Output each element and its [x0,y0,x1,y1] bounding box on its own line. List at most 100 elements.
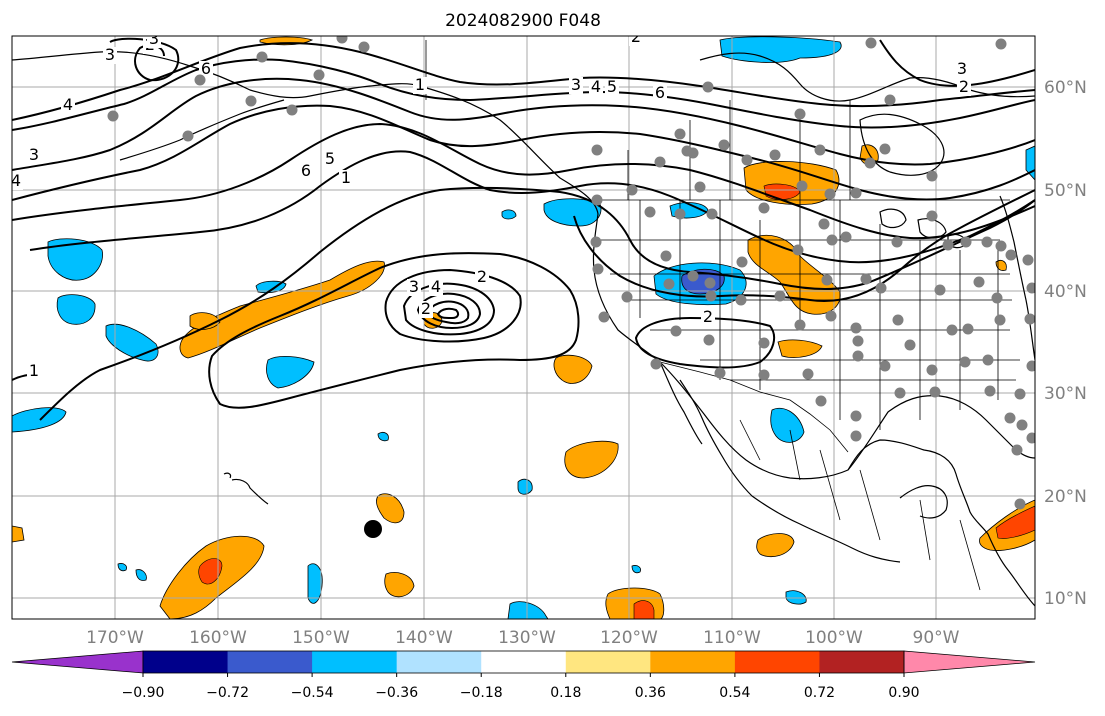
station-dot [1024,313,1035,325]
contour-label: 3 [571,75,581,94]
station-dot [796,180,808,192]
contour-label: 2 [421,299,431,318]
contour-line [12,104,1035,201]
station-dot [934,284,946,296]
station-dot [864,157,876,169]
contour-label: 3 [957,59,967,78]
contour-labels: 236436513456321432342212 [12,29,971,380]
station-dot [892,314,904,326]
station-dot [774,290,786,302]
map-frame [11,35,1036,620]
orange-area [189,312,221,330]
station-dot [703,334,715,346]
station-dot [850,187,862,199]
longitude-label: 90°W [913,628,960,648]
contour-label: 2 [703,307,713,326]
blue-area [117,563,127,572]
station-dot [926,170,938,182]
blue-area [266,356,315,389]
station-dot [850,322,862,334]
contour-label-background [569,77,583,94]
station-dot [714,367,726,379]
latitude-label: 30°N [1044,384,1087,404]
orange-area [777,339,823,358]
colorbar-segment [396,651,482,673]
contour-label-background [147,36,161,48]
contour-label-background [61,97,75,114]
contour-label: 3 [29,145,39,164]
colorbar-tick-label: −0.18 [460,685,503,701]
marker-dot [364,520,382,538]
latitude-label: 60°N [1044,78,1087,98]
contour-label-background [199,61,213,78]
station-dot [860,273,872,285]
positive-anomaly-shading [12,36,1035,619]
contour-label-background [27,363,41,380]
station-dot [758,337,770,349]
colorbar-left-extension [11,650,144,674]
colorbar-frame [142,650,905,674]
red-area [995,505,1035,539]
contour-line [436,307,460,320]
station-dot [1014,388,1026,400]
colorbar-segment [227,651,313,673]
station-dot [852,350,864,362]
station-dot [1026,432,1035,444]
contour-line [208,252,580,409]
colorbar-tick-label: 0.54 [719,685,750,701]
station-dot [904,339,916,351]
contour-label: 1 [415,75,425,94]
contour-label: 6 [201,59,211,78]
colorbar-right-extension [903,650,1036,674]
contour-line [39,186,1035,421]
station-dot [852,335,864,347]
station-dot [194,74,206,86]
longitude-labels: 170°W 160°W 150°W 140°W 130°W 120°W 110°W 100°W… [86,628,960,648]
blue-area [719,36,842,63]
station-dot [991,292,1003,304]
station-dot [704,277,716,289]
colorbar-tick-label: 0.36 [635,685,666,701]
contour-label: 1 [29,361,39,380]
station-dot [821,274,833,286]
station-dot [769,149,781,161]
station-dot [644,206,656,218]
station-dot [1016,419,1028,431]
station-dot [591,144,603,156]
contour-label-background [299,163,313,180]
hudson-bay [859,113,945,176]
station-dot [884,94,896,106]
station-dot [875,282,887,294]
contour-label-background [605,79,619,96]
contour-label: 1 [341,168,351,187]
station-dot [814,144,826,156]
map-title: 2024082900 F048 [445,11,601,31]
station-dot [973,276,985,288]
station-dot [1026,282,1035,294]
station-dot [824,188,836,200]
alaska-coast [12,51,421,99]
stations [107,36,1035,510]
station-dot [736,256,748,268]
contour-label: 6 [655,83,665,102]
station-dot [182,130,194,142]
station-dot [654,156,666,168]
station-dot [840,231,852,243]
contour-label: 5 [325,149,335,168]
longitude-label: 100°W [805,628,863,648]
station-dot [674,128,686,140]
contour-label: 3 [149,29,159,48]
station-dot [994,314,1006,326]
blue-area [105,323,159,362]
contour-line [29,150,1035,264]
station-dot [942,239,954,251]
contour-label-background [323,151,337,168]
contour-label-background [413,77,427,94]
colorbar-tick-label: −0.90 [122,685,165,701]
colorbar-tick-label: −0.54 [291,685,334,701]
mexico-west-coast [679,379,901,563]
blue-area [56,294,96,325]
contour-label-background [957,79,971,96]
station-dot [107,110,119,122]
contour-line [573,189,1035,302]
